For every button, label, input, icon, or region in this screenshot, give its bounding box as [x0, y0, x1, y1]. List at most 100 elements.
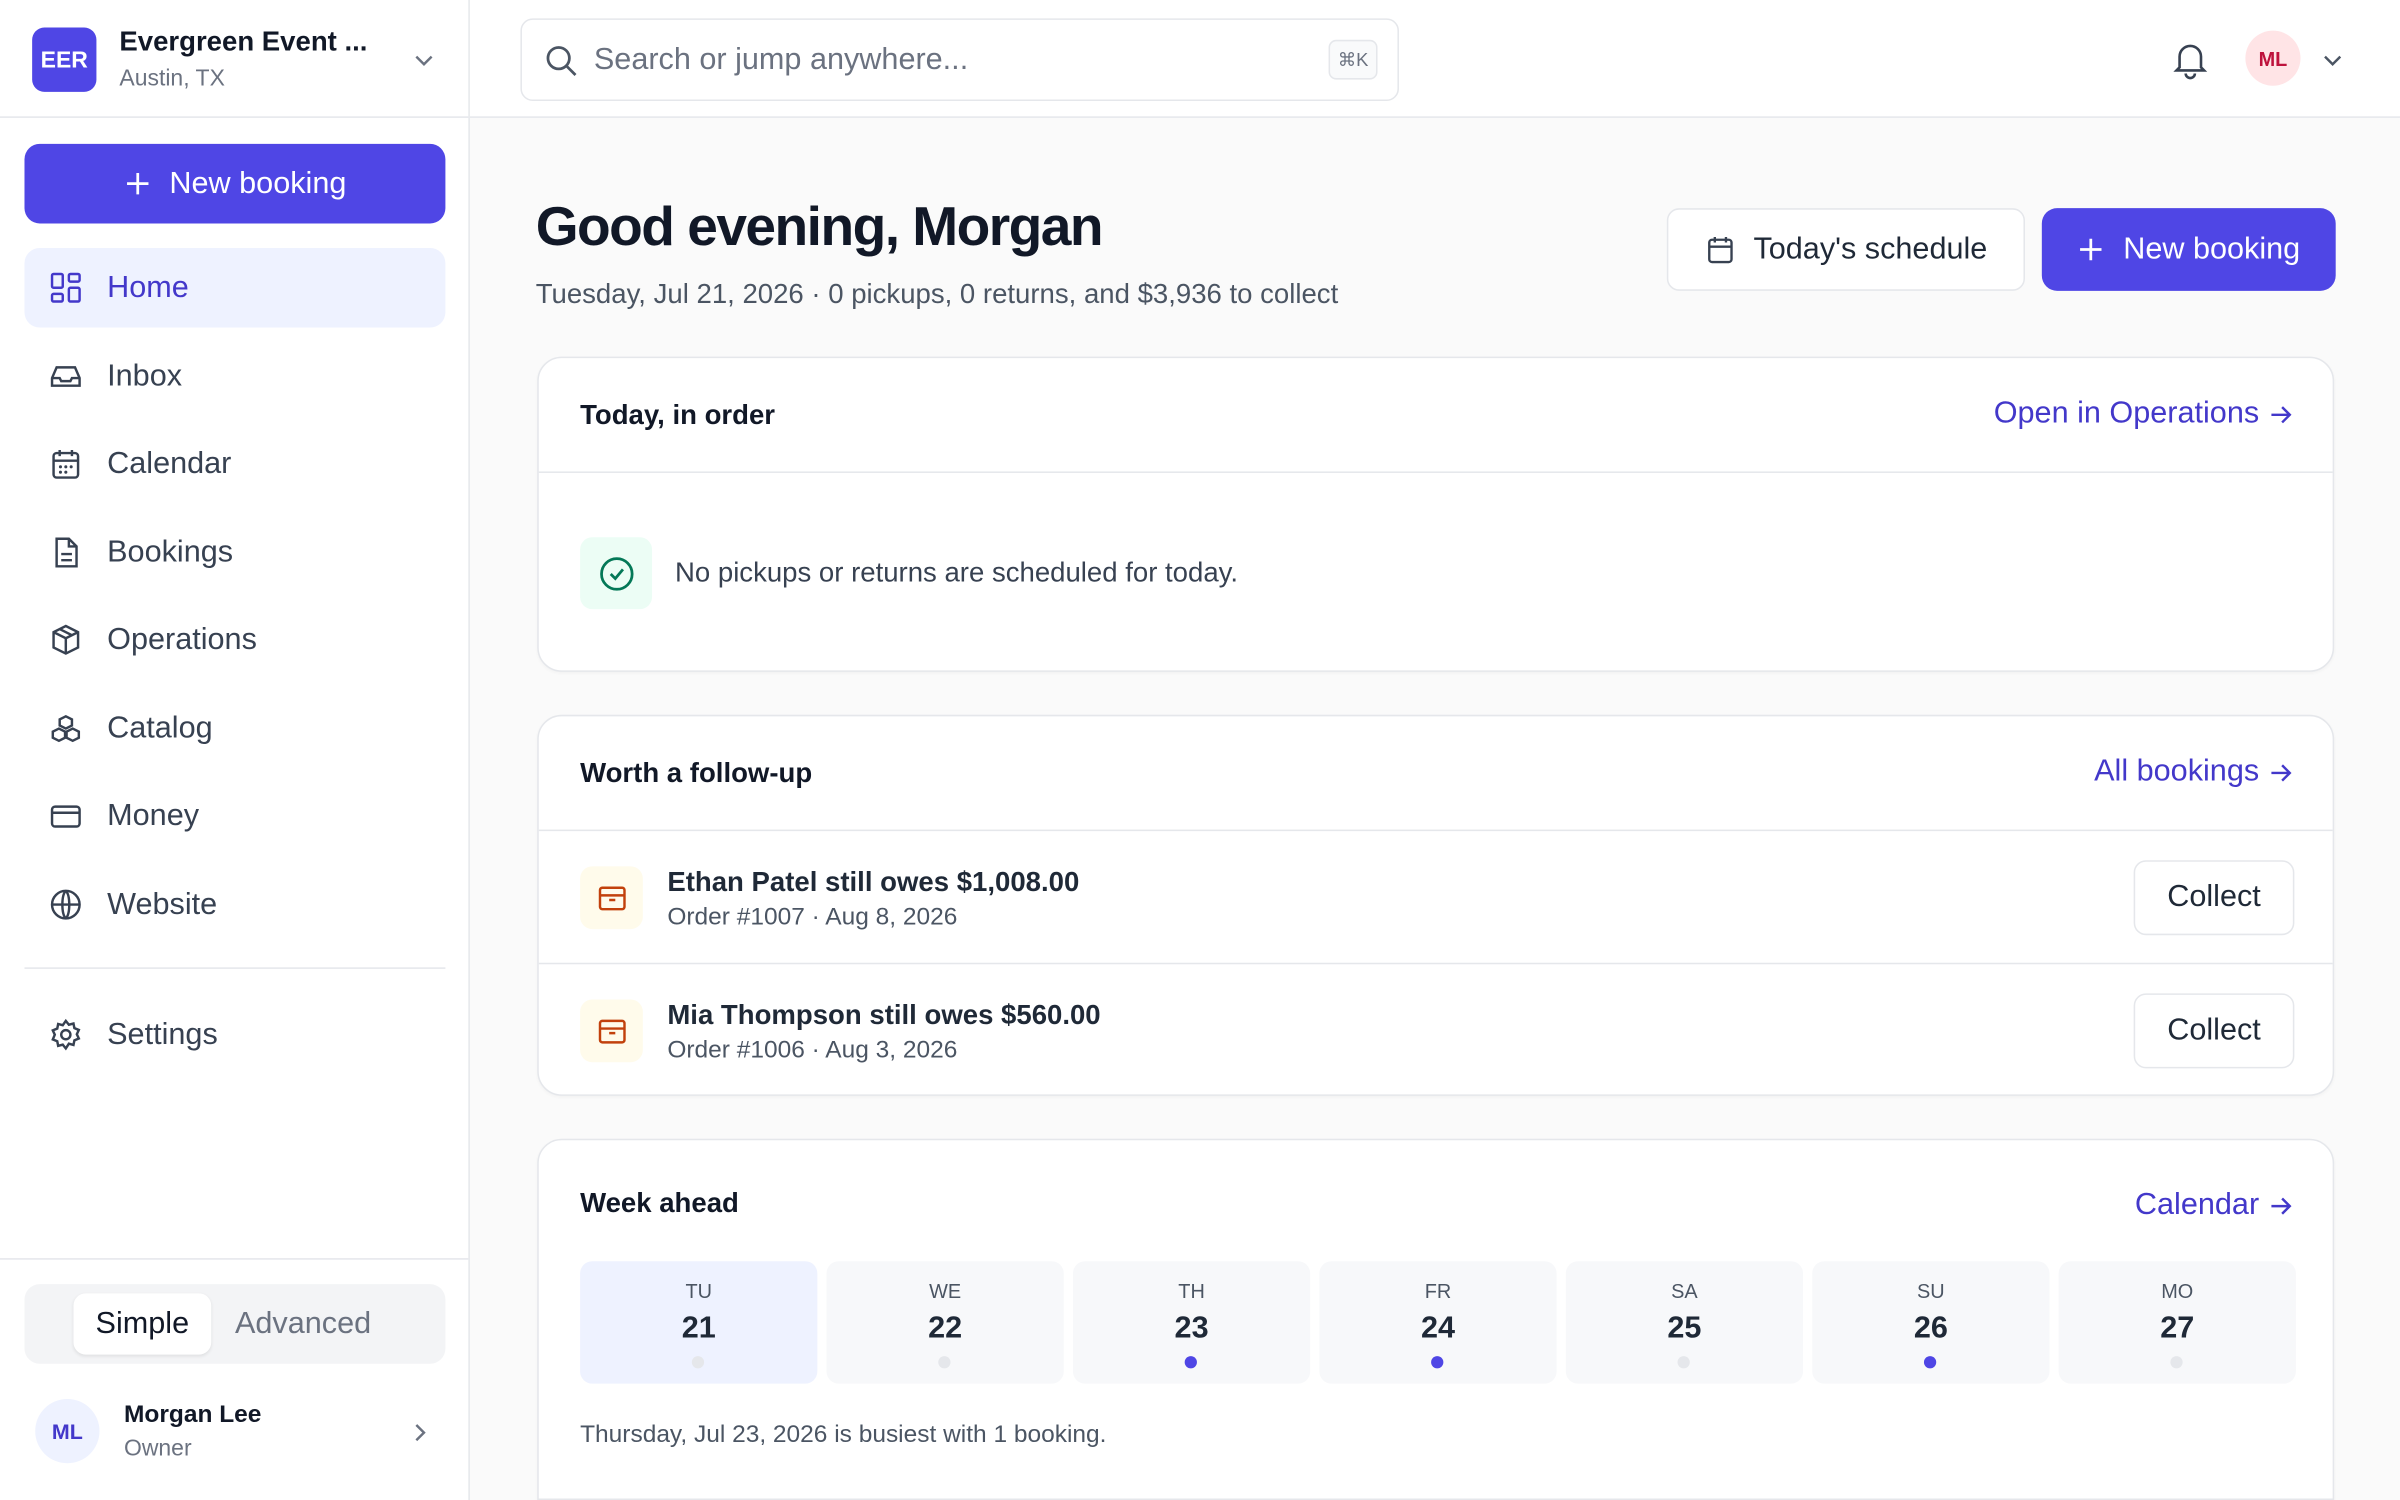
icon — [50, 366, 81, 387]
icon — [51, 1018, 81, 1051]
button-label: New booking — [2123, 231, 2301, 266]
booking-dot — [938, 1356, 951, 1369]
nav-label: Home — [107, 270, 189, 304]
week-card: Week ahead Calendar TU 21 WE 22 TH 23 FR 24 SA 25… — [537, 1138, 2335, 1500]
arrow-icon — [2271, 405, 2292, 423]
day-number: 24 — [1420, 1311, 1456, 1346]
today-card: Today, in order Open in Operations No pi… — [537, 356, 2335, 672]
day-of-week: TH — [1178, 1279, 1205, 1303]
day-number: 23 — [1174, 1311, 1209, 1346]
icon — [52, 449, 80, 479]
nav-label: Inbox — [107, 358, 183, 393]
day-cell[interactable]: TU 21 — [580, 1261, 818, 1384]
org-switcher[interactable]: EER Evergreen Event ... Austin, TX — [0, 0, 469, 118]
day-number: 22 — [928, 1311, 963, 1346]
day-cell[interactable]: SU 26 — [1812, 1261, 2050, 1384]
day-cell[interactable]: TH 23 — [1072, 1261, 1311, 1384]
link-label: Calendar — [2134, 1187, 2260, 1222]
day-of-week: SA — [1671, 1279, 1698, 1303]
followup-row: Mia Thompson still owes $560.00 Order #1… — [539, 964, 2333, 1097]
invoice-icon — [598, 885, 625, 910]
nav-item[interactable]: Home — [24, 247, 446, 328]
status-icon — [580, 537, 653, 610]
shortcut-hint: ⌘K — [1328, 39, 1378, 80]
mode-option[interactable]: Simple — [73, 1293, 212, 1355]
org-name: Evergreen Event ... — [119, 26, 368, 57]
card-title: Today, in order — [580, 399, 776, 431]
row-meta: Order #1007 · Aug 8, 2026 — [667, 904, 958, 931]
day-cell[interactable]: SA 25 — [1565, 1261, 1804, 1384]
todays-schedule-button[interactable]: Today's schedule — [1666, 208, 2025, 291]
mode-option[interactable]: Advanced — [217, 1293, 388, 1354]
divider — [24, 967, 446, 969]
day-of-week: WE — [929, 1279, 962, 1303]
org-avatar: EER — [32, 27, 97, 92]
button-label: New booking — [169, 166, 347, 200]
booking-dot — [1431, 1356, 1444, 1369]
invoice-icon — [598, 1018, 625, 1043]
notifications-icon[interactable] — [2172, 40, 2209, 80]
new-booking-button[interactable]: New booking — [24, 143, 446, 224]
nav-label: Catalog — [107, 710, 213, 745]
check-icon — [599, 556, 633, 590]
user-menu[interactable]: ML Morgan Lee Owner — [0, 1385, 468, 1480]
day-cell[interactable]: MO 27 — [2058, 1261, 2296, 1384]
nav-label: Bookings — [107, 534, 234, 569]
card-link[interactable]: Calendar — [2135, 1188, 2293, 1223]
card-title: Worth a follow-up — [580, 757, 813, 789]
top-bar: Search or jump anywhere... ⌘K ML — [469, 0, 2400, 118]
icon — [55, 537, 78, 568]
nav-label: Website — [107, 886, 218, 921]
booking-dot — [1677, 1356, 1690, 1369]
row-meta: Order #1006 · Aug 3, 2026 — [667, 1037, 958, 1064]
user-avatar: ML — [35, 1398, 100, 1464]
search-box[interactable]: Search or jump anywhere... ⌘K — [520, 18, 1399, 102]
nav-item[interactable]: Catalog — [24, 689, 445, 769]
button-label: Collect — [2167, 880, 2261, 914]
booking-dot — [1184, 1356, 1197, 1369]
new-booking-button[interactable]: New booking — [2041, 208, 2336, 291]
booking-dot — [691, 1356, 705, 1369]
icon — [51, 714, 81, 743]
arrow-icon — [2271, 1196, 2292, 1214]
button-label: Collect — [2167, 1013, 2261, 1047]
user-role: Owner — [123, 1435, 192, 1462]
day-cell[interactable]: FR 24 — [1319, 1261, 1557, 1384]
nav-label: Money — [107, 798, 200, 832]
nav-item[interactable]: Bookings — [24, 513, 445, 593]
followup-card: Worth a follow-up All bookings Ethan Pat… — [537, 714, 2335, 1097]
day-number: 27 — [2160, 1311, 2195, 1346]
card-link[interactable]: All bookings — [2094, 755, 2293, 790]
day-number: 25 — [1667, 1311, 1702, 1346]
account-avatar[interactable]: ML — [2245, 30, 2301, 86]
week-note: Thursday, Jul 23, 2026 is busiest with 1… — [580, 1421, 1107, 1448]
collect-button[interactable]: Collect — [2133, 993, 2295, 1069]
plus-icon — [2080, 238, 2102, 261]
card-link[interactable]: Open in Operations — [1994, 396, 2293, 431]
summary: Tuesday, Jul 21, 2026 · 0 pickups, 0 ret… — [535, 278, 1339, 310]
chevron — [415, 1424, 426, 1442]
icon — [50, 889, 81, 920]
calendar-icon — [1707, 236, 1733, 264]
followup-row: Ethan Patel still owes $1,008.00 Order #… — [539, 831, 2333, 964]
nav-item[interactable]: Operations — [24, 600, 445, 680]
greeting: Good evening, Morgan — [535, 194, 1104, 258]
card-title: Week ahead — [580, 1187, 739, 1219]
nav-item[interactable]: Money — [24, 776, 445, 856]
nav-item[interactable]: Settings — [24, 995, 445, 1075]
nav-item[interactable]: Inbox — [24, 337, 445, 417]
link-label: All bookings — [2094, 754, 2260, 789]
org-location: Austin, TX — [119, 65, 225, 92]
nav-item[interactable]: Calendar — [24, 424, 445, 504]
nav-item[interactable]: Website — [24, 865, 445, 945]
nav-label: Operations — [107, 622, 257, 656]
sidebar: EER Evergreen Event ... Austin, TX New b… — [0, 0, 470, 1500]
collect-button[interactable]: Collect — [2133, 860, 2295, 936]
divider — [538, 829, 2333, 832]
row-icon — [580, 866, 643, 930]
arrow-icon — [2271, 763, 2292, 781]
booking-dot — [2170, 1356, 2183, 1369]
button-label: Today's schedule — [1753, 231, 1988, 266]
day-cell[interactable]: WE 22 — [826, 1261, 1064, 1384]
